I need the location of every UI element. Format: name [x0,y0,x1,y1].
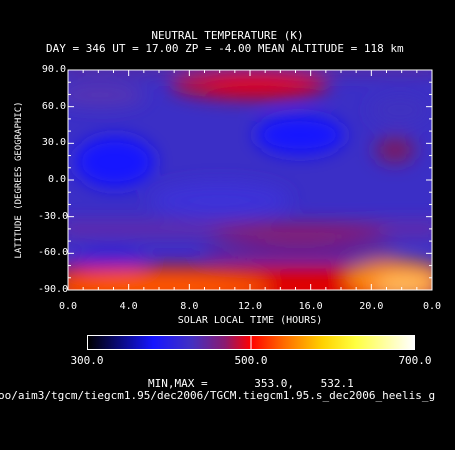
minmax-label: MIN,MAX = [148,377,208,390]
y-tick-label: -60.0 [38,247,69,259]
y-tick-label: 30.0 [41,137,66,149]
chart-subtitle: DAY = 346 UT = 17.00 ZP = -4.00 MEAN ALT… [46,42,404,55]
colorbar-mid-label: 500.0 [234,354,268,367]
chart-title: NEUTRAL TEMPERATURE (K) [151,29,304,42]
tick-marks [67,69,433,291]
x-axis-label: SOLAR LOCAL TIME (HOURS) [177,315,323,326]
x-tick-label: 0.0 [422,301,442,312]
x-tick-label: 12.0 [237,301,263,312]
y-axis-label: LATITUDE (DEGREES GEOGRAPHIC) [14,101,24,259]
y-tick-label: 90.0 [41,64,66,75]
colorbar-min-label: 300.0 [70,354,104,367]
x-tick-label: 16.0 [298,301,323,312]
colorbar [87,335,415,350]
max-value: 532.1 [320,377,354,390]
x-tick-label: 4.0 [119,301,138,312]
y-tick-label: 60.0 [41,100,66,112]
file-path: oo/aim3/tgcm/tiegcm1.95/dec2006/TGCM.tie… [0,389,436,402]
y-tick-label: -90.0 [38,284,69,295]
heatmap-field [68,70,432,290]
minmax-readout: MIN,MAX = 353.0, 532.1 [148,378,354,390]
colorbar-max-label: 700.0 [398,354,432,367]
min-value: 353.0, [254,377,294,390]
x-tick-label: 0.0 [58,301,78,312]
y-tick-label: -30.0 [38,210,69,222]
y-tick-label: 0.0 [47,174,66,185]
x-tick-label: 20.0 [359,301,384,312]
x-tick-label: 8.0 [180,301,199,312]
